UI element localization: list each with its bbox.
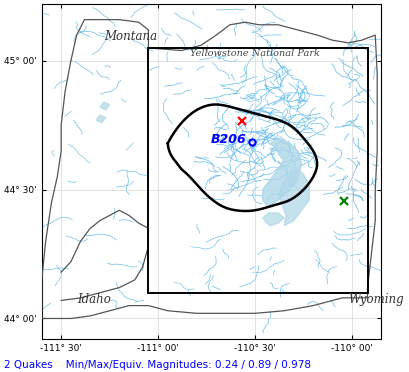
Text: 2 Quakes    Min/Max/Equiv. Magnitudes: 0.24 / 0.89 / 0.978: 2 Quakes Min/Max/Equiv. Magnitudes: 0.24… [4, 360, 310, 370]
Polygon shape [100, 102, 109, 110]
Polygon shape [262, 213, 283, 226]
Polygon shape [96, 115, 106, 123]
Text: Montana: Montana [103, 30, 157, 43]
Text: B206: B206 [210, 133, 246, 146]
Text: Wyoming: Wyoming [347, 293, 403, 306]
Bar [148, 48, 366, 293]
Text: Yellowstone National Park: Yellowstone National Park [190, 49, 319, 58]
Polygon shape [262, 138, 301, 205]
Text: Idaho: Idaho [76, 293, 110, 306]
Polygon shape [278, 169, 308, 226]
